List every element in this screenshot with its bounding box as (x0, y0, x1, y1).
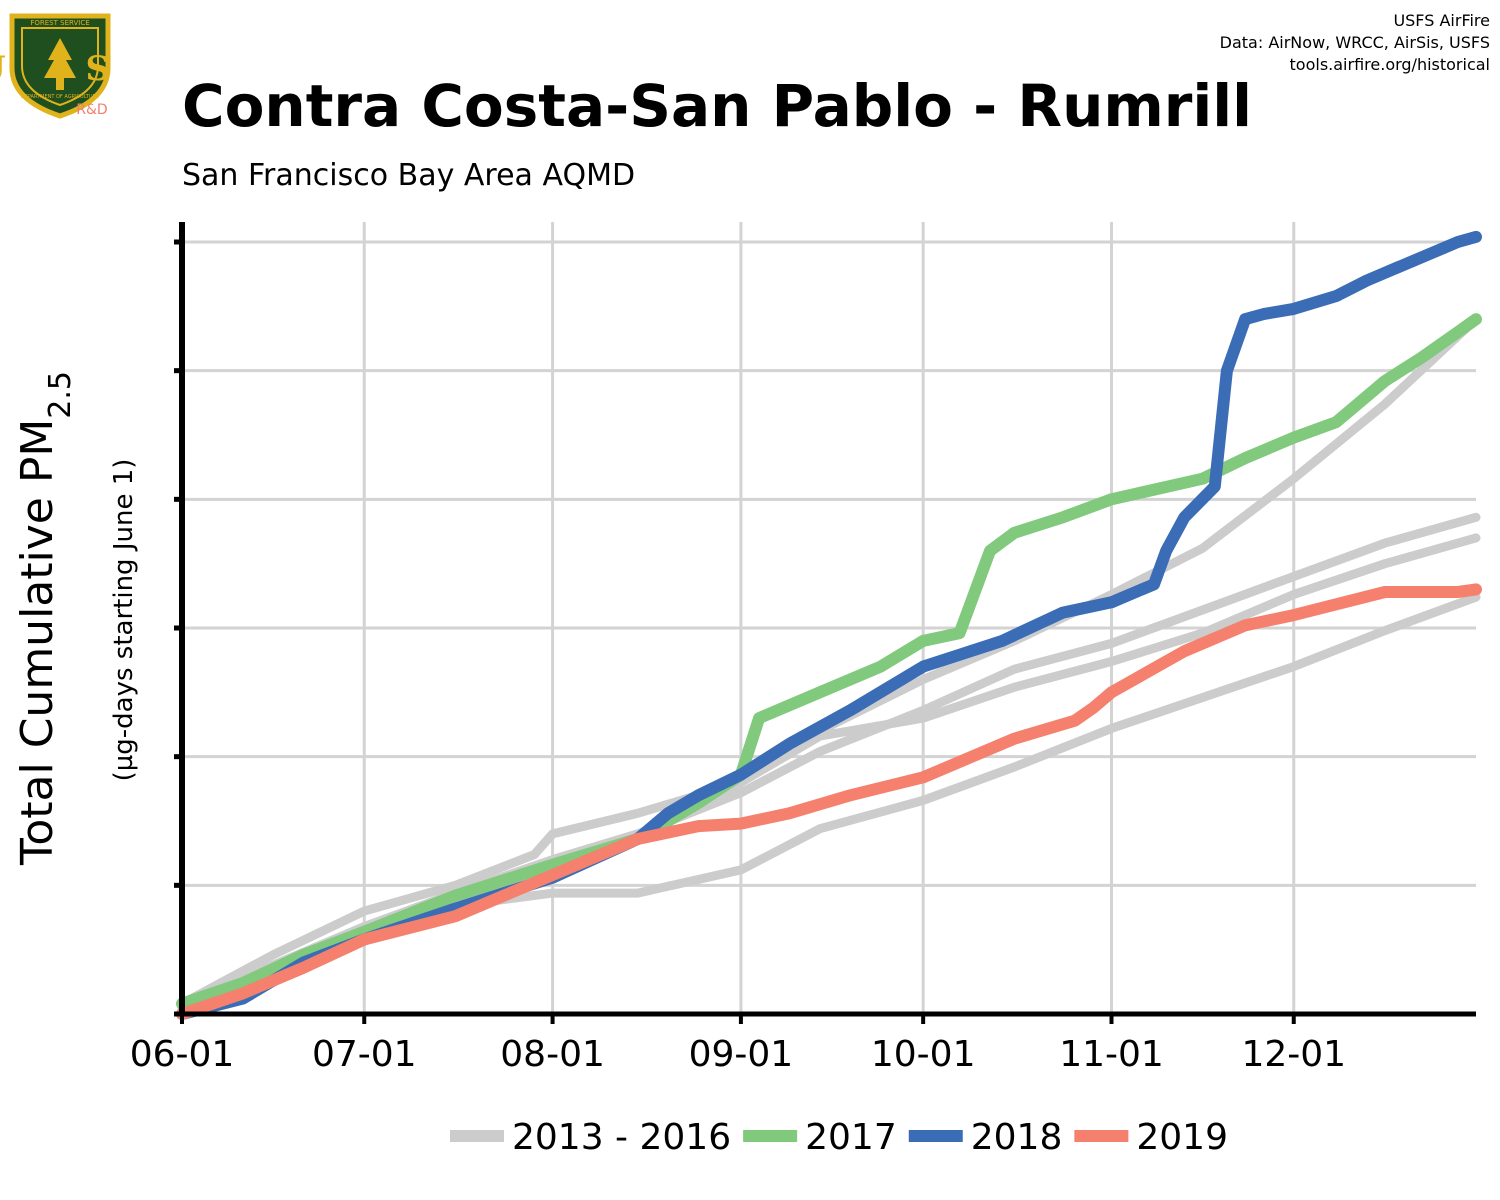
series-line-2013-2016 (177, 314, 1481, 1009)
credit-line-1: USFS AirFire (1393, 11, 1490, 30)
x-tick-label: 08-01 (500, 1034, 605, 1075)
legend-label: 2019 (1136, 1117, 1228, 1158)
series-line-2017 (176, 313, 1482, 1010)
legend-item: 2018 (908, 1117, 1063, 1158)
y-axis-sublabel: (µg-days starting June 1) (109, 459, 139, 782)
credit-line-2: Data: AirNow, WRCC, AirSis, USFS (1220, 33, 1490, 52)
chart-subtitle: San Francisco Bay Area AQMD (182, 158, 635, 193)
legend-item: 2019 (1074, 1117, 1228, 1158)
legend: 2013 - 2016 2017 2018 2019 (450, 1117, 1228, 1158)
x-tick-label: 09-01 (689, 1034, 794, 1075)
credit-line-3: tools.airfire.org/historical (1290, 55, 1490, 74)
x-tick-label: 12-01 (1241, 1034, 1346, 1075)
axis-layer: 06-01 07-01 08-01 09-01 10-01 11-01 12-01 (130, 222, 1476, 1075)
logo-tree (44, 38, 76, 90)
legend-label: 2017 (805, 1117, 897, 1158)
usfs-shield-logo-icon: U S FOREST SERVICE DEPARTMENT OF AGRICUL… (0, 13, 144, 119)
legend-label: 2013 - 2016 (512, 1117, 731, 1158)
x-tick-label: 10-01 (871, 1034, 976, 1075)
y-axis-label-subscript: 2.5 (43, 371, 78, 419)
x-tick-label: 11-01 (1059, 1034, 1164, 1075)
x-tick-label: 06-01 (130, 1034, 235, 1075)
y-axis-label: Total Cumulative PM2.5 (12, 371, 78, 866)
logo-top-text: FOREST SERVICE (30, 19, 89, 27)
series-layer (176, 230, 1482, 1020)
series-line-2019 (176, 583, 1482, 1020)
legend-label: 2018 (971, 1117, 1063, 1158)
x-tick-label: 07-01 (312, 1034, 417, 1075)
legend-item: 2013 - 2016 (450, 1117, 731, 1158)
series-line-2018 (176, 230, 1482, 1020)
logo-inner (21, 27, 99, 107)
legend-item: 2017 (743, 1117, 897, 1158)
logo-bottom-text: DEPARTMENT OF AGRICULTURE (21, 94, 99, 100)
logo-tag: R&D (76, 102, 107, 118)
chart-title: Contra Costa-San Pablo - Rumrill (182, 72, 1252, 140)
logo-letters: U S (0, 49, 144, 89)
